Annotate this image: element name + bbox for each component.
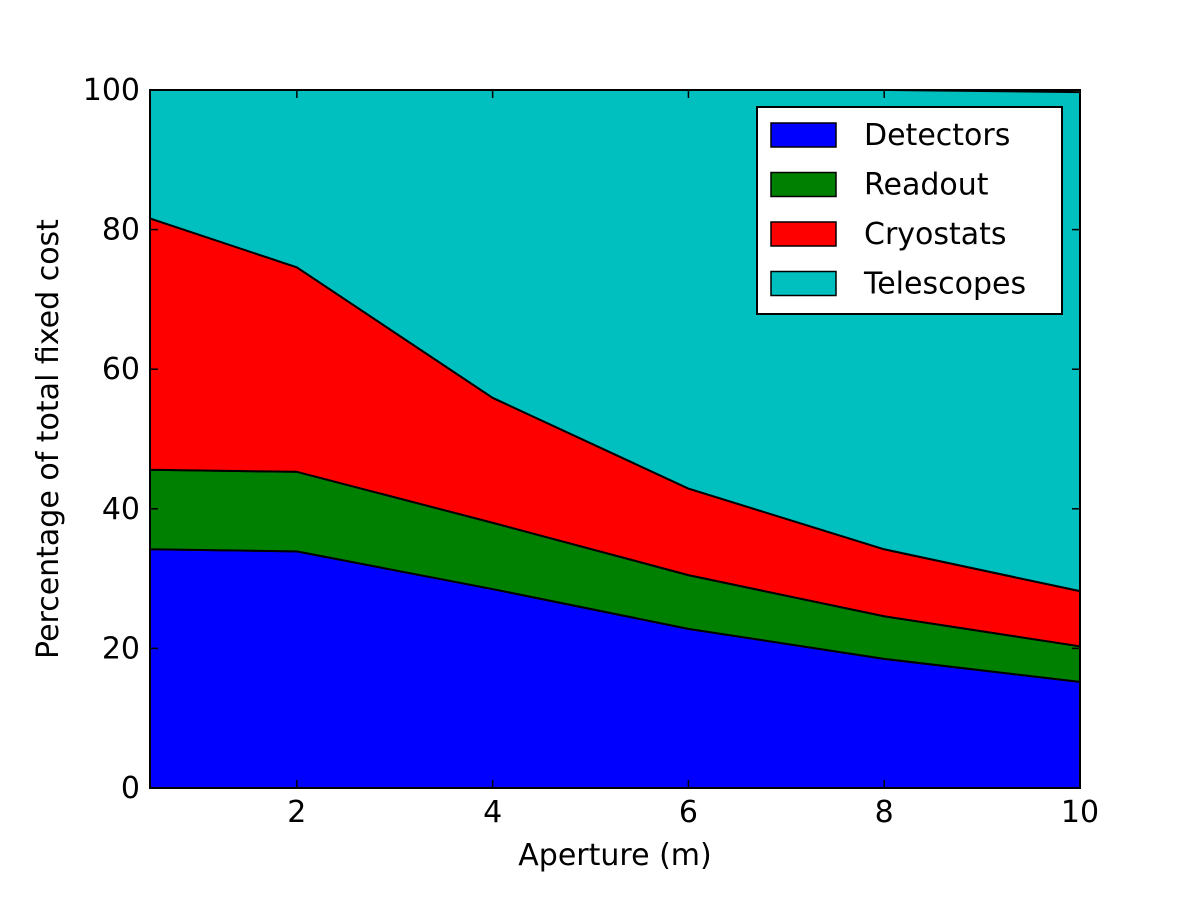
legend-label-telescopes: Telescopes <box>863 267 1026 302</box>
x-tick-label-4: 4 <box>483 795 502 830</box>
legend-label-cryostats: Cryostats <box>864 217 1007 252</box>
legend-swatch-detectors <box>770 122 837 148</box>
y-tick-label-40: 40 <box>102 492 140 527</box>
plot-frame <box>149 89 1081 789</box>
legend-swatch-readout <box>770 171 837 198</box>
y-tick-label-100: 100 <box>83 73 140 108</box>
y-tick-label-0: 0 <box>121 771 140 806</box>
legend: Detectors Readout Cryostats Telescopes <box>756 106 1063 315</box>
y-axis-label: Percentage of total fixed cost <box>31 219 66 659</box>
legend-label-detectors: Detectors <box>864 118 1010 153</box>
legend-swatch-cryostats <box>770 221 837 247</box>
y-tick-label-20: 20 <box>102 631 140 666</box>
y-tick-label-80: 80 <box>102 213 140 248</box>
x-axis-label: Aperture (m) <box>518 838 711 873</box>
x-tick-label-8: 8 <box>875 795 894 830</box>
x-tick-label-6: 6 <box>679 795 698 830</box>
legend-label-readout: Readout <box>864 168 989 203</box>
x-tick-label-10: 10 <box>1061 795 1099 830</box>
x-tick-label-2: 2 <box>287 795 306 830</box>
legend-swatch-telescopes <box>770 270 837 297</box>
y-tick-label-60: 60 <box>102 352 140 387</box>
